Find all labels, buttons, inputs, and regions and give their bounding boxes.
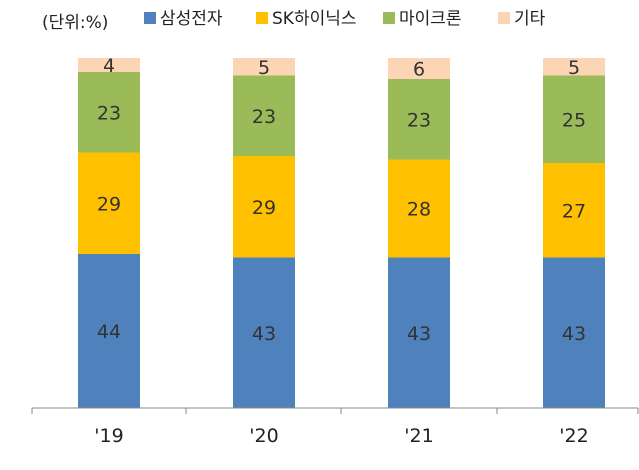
data-label-1-4: 4 <box>103 55 115 77</box>
data-label-2-3: 23 <box>252 106 276 128</box>
legend-label-2: SK하이닉스 <box>272 9 357 29</box>
bar-segment-3-1 <box>388 257 450 408</box>
legend: 삼성전자 SK하이닉스 마이크론 기타 <box>144 9 546 29</box>
data-label-4-1: 43 <box>562 323 586 345</box>
x-axis-ticks: '19 '20 '21 '22 <box>31 408 639 447</box>
bar-segment-4-4 <box>543 58 605 76</box>
legend-swatch-1 <box>144 12 156 24</box>
data-label-4-4: 5 <box>568 57 580 79</box>
data-label-3-1: 43 <box>407 323 431 345</box>
x-tick-label-1: '19 <box>94 425 123 447</box>
bar-segment-3-3 <box>388 79 450 160</box>
bar-segment-2-2 <box>233 156 295 258</box>
data-label-4-3: 25 <box>562 109 586 131</box>
data-label-2-2: 29 <box>252 197 276 219</box>
bar-segment-4-3 <box>543 75 605 163</box>
legend-label-1: 삼성전자 <box>160 9 223 29</box>
x-tick-label-3: '21 <box>404 425 433 447</box>
bar-segment-3-4 <box>388 58 450 79</box>
data-label-2-1: 43 <box>252 323 276 345</box>
bar-segment-1-2 <box>78 152 140 254</box>
data-label-1-2: 29 <box>97 193 121 215</box>
legend-label-4: 기타 <box>514 9 546 29</box>
unit-label: (단위:%) <box>42 13 108 33</box>
data-label-3-2: 28 <box>407 199 431 221</box>
x-tick-label-4: '22 <box>559 425 588 447</box>
legend-swatch-2 <box>256 12 268 24</box>
bar-segment-2-4 <box>233 58 295 76</box>
data-label-4-2: 27 <box>562 200 586 222</box>
legend-label-3: 마이크론 <box>399 9 462 29</box>
data-label-1-3: 23 <box>97 102 121 124</box>
data-label-3-3: 23 <box>407 109 431 131</box>
bar-segment-3-2 <box>388 159 450 258</box>
legend-swatch-4 <box>498 12 510 24</box>
bar-segment-2-1 <box>233 257 295 408</box>
x-tick-label-2: '20 <box>249 425 278 447</box>
bar-segment-1-4 <box>78 58 140 72</box>
data-label-2-4: 5 <box>258 57 270 79</box>
bar-segment-4-2 <box>543 163 605 258</box>
legend-swatch-3 <box>383 12 395 24</box>
bars: 44 29 23 4 43 29 23 5 43 28 23 6 43 27 25 5 <box>78 55 605 408</box>
data-label-3-4: 6 <box>413 59 425 81</box>
data-label-1-1: 44 <box>97 321 121 343</box>
bar-segment-4-1 <box>543 257 605 408</box>
bar-segment-1-3 <box>78 72 140 153</box>
bar-segment-2-3 <box>233 75 295 156</box>
bar-segment-1-1 <box>78 254 140 408</box>
